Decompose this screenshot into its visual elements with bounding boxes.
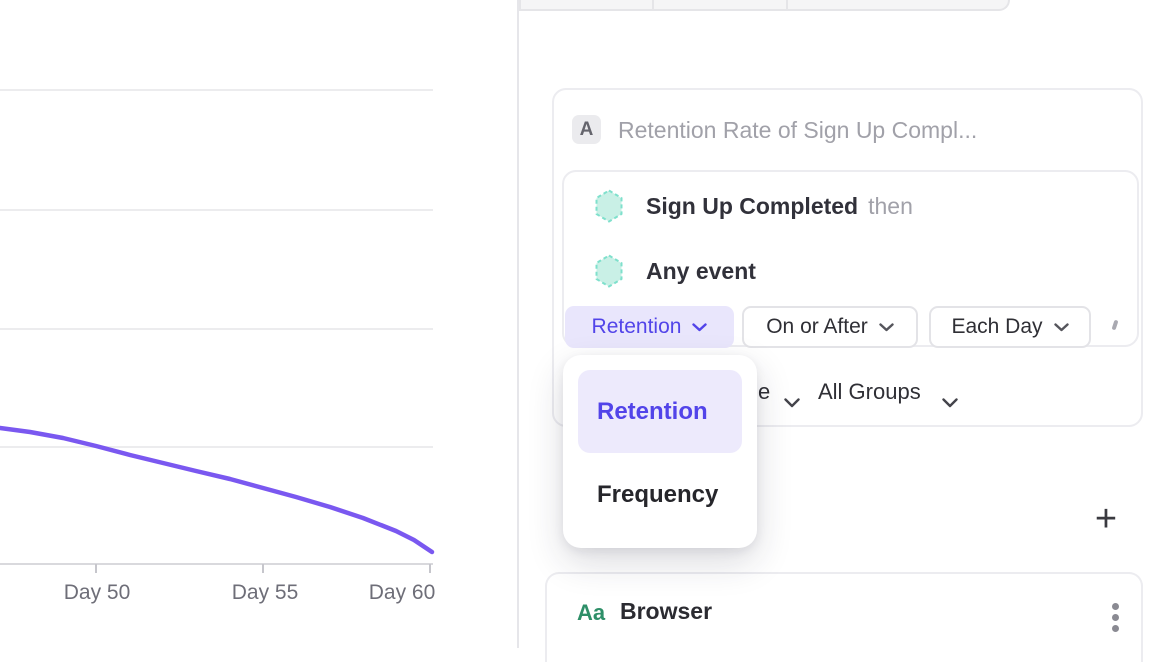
chevron-down-icon [942, 388, 958, 414]
plus-icon: + [1094, 497, 1118, 540]
property-name: Browser [620, 598, 713, 624]
metric-dropdown-menu: Retention Frequency [563, 355, 757, 548]
event-hexagon-icon [594, 254, 624, 288]
event-row-any-event[interactable]: Any event [564, 253, 1137, 289]
chevron-down-icon [879, 322, 894, 332]
retention-chart-svg: Day 50 Day 55 Day 60 [0, 89, 436, 604]
interval-dropdown-button[interactable]: Each Day [929, 306, 1091, 348]
measured-as-row: e All Groups [554, 378, 1141, 408]
event-row-sign-up[interactable]: Sign Up Completed then [564, 188, 1137, 224]
tab-divider [786, 0, 788, 9]
event-name: Sign Up Completed [646, 192, 859, 219]
chevron-down-icon [784, 388, 800, 414]
property-card-browser: Aa Browser [545, 572, 1143, 662]
chevron-down-icon [1053, 322, 1069, 332]
menu-item-frequency[interactable]: Frequency [597, 481, 719, 508]
retention-line [0, 425, 435, 555]
chart-type-tabs-clipped[interactable] [519, 0, 1010, 11]
interval-dropdown-label: Each Day [951, 315, 1043, 338]
x-axis-tick-label: Day 60 [369, 581, 436, 604]
groups-dropdown[interactable]: All Groups [818, 379, 921, 404]
metric-dropdown-label: Retention [591, 315, 682, 338]
event-suffix: then [868, 192, 913, 219]
menu-item-label: Retention [597, 397, 708, 425]
retention-chart: Day 50 Day 55 Day 60 [0, 0, 517, 648]
metric-dropdown-button[interactable]: Retention [565, 306, 734, 348]
clipped-control-fragment [1111, 319, 1119, 331]
window-dropdown-button[interactable]: On or After [742, 306, 918, 348]
menu-item-retention[interactable]: Retention [578, 370, 742, 453]
query-title-input[interactable]: Retention Rate of Sign Up Compl... [618, 117, 978, 143]
tab-divider [652, 0, 654, 9]
chevron-down-icon [692, 322, 708, 332]
event-name: Any event [646, 257, 756, 284]
x-axis-tick-label: Day 50 [64, 581, 131, 604]
text-property-icon: Aa [577, 600, 606, 625]
kebab-menu-icon[interactable] [1106, 600, 1124, 634]
x-axis-tick-label: Day 55 [232, 581, 299, 604]
event-hexagon-icon [594, 189, 624, 223]
event-definition-card: Sign Up Completed then Any event Retenti… [562, 170, 1139, 348]
series-a-badge: A [572, 115, 601, 144]
occluded-dropdown-fragment[interactable]: e [758, 379, 771, 404]
panel-divider [517, 0, 519, 648]
add-card-button[interactable]: + [1085, 498, 1127, 540]
window-dropdown-label: On or After [766, 315, 868, 338]
